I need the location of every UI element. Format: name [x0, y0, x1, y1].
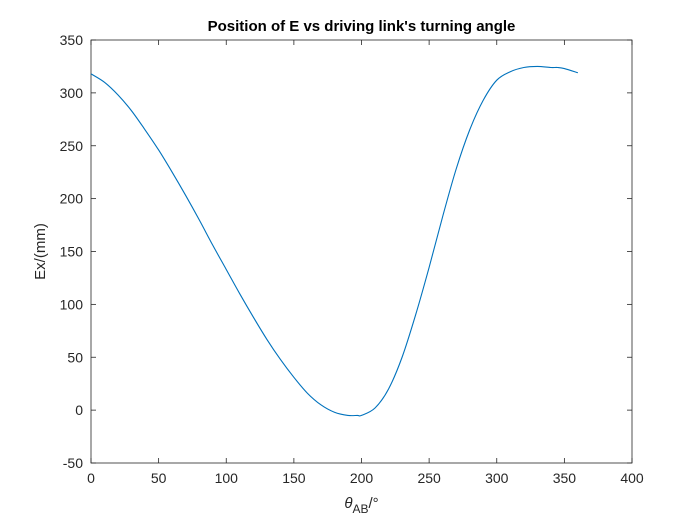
x-axis-label: θAB/°	[344, 495, 378, 516]
series-line	[90, 65, 579, 417]
x-tick-label: 250	[417, 470, 441, 486]
x-tick-label: 150	[282, 470, 306, 486]
y-axis-label: Ex/(mm)	[32, 223, 49, 280]
x-tick-label: 50	[151, 470, 167, 486]
x-tick-label: 0	[87, 470, 95, 486]
x-tick-label: 400	[620, 470, 644, 486]
y-tick-label: 300	[60, 85, 84, 101]
x-tick-label: 350	[553, 470, 577, 486]
x-axis-label-symbol: θ	[344, 495, 352, 512]
x-axis-label-suffix: /°	[368, 495, 378, 512]
y-tick-label: 350	[60, 32, 84, 48]
y-tick-label: 150	[60, 244, 84, 260]
y-tick-label: -50	[63, 455, 83, 471]
y-axis: -50 0 50 100 150 200 250 300 350	[60, 32, 632, 471]
x-axis: 0 50 100 150 200 250 300 350 400	[87, 40, 644, 486]
y-tick-label: 200	[60, 191, 84, 207]
y-tick-label: 0	[75, 402, 83, 418]
x-tick-label: 300	[485, 470, 509, 486]
x-axis-label-subscript: AB	[352, 502, 368, 516]
y-tick-label: 250	[60, 138, 84, 154]
x-tick-label: 100	[215, 470, 239, 486]
y-tick-label: 100	[60, 296, 84, 312]
chart-title: Position of E vs driving link's turning …	[208, 18, 516, 35]
y-tick-label: 50	[67, 349, 83, 365]
x-tick-label: 200	[350, 470, 374, 486]
